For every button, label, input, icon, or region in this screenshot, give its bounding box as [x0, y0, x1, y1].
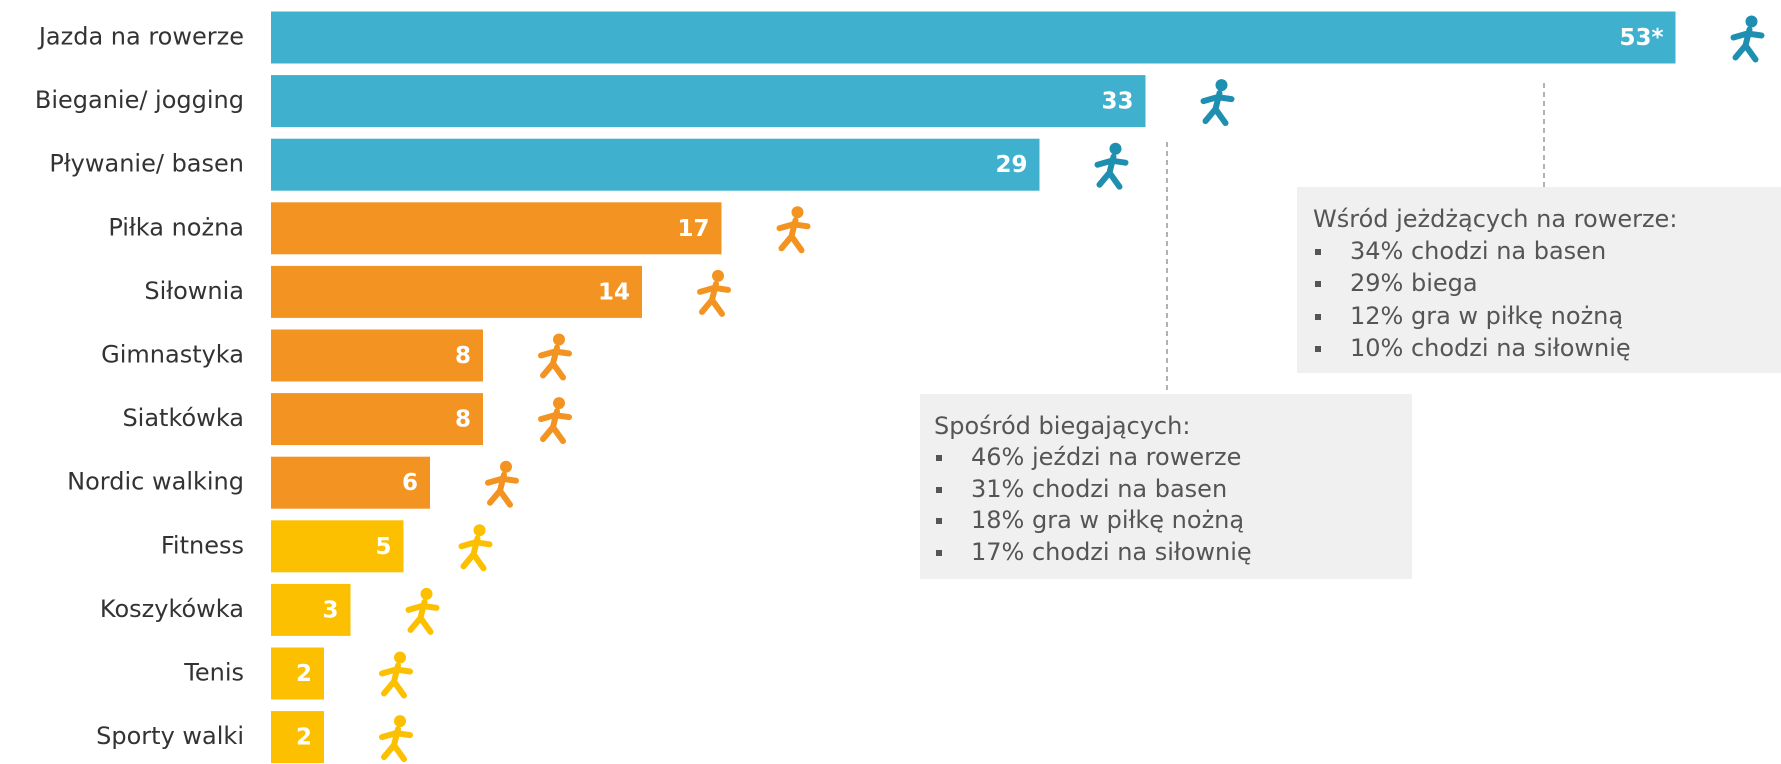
value-label: 29 [995, 152, 1027, 178]
value-label: 6 [402, 470, 418, 496]
icon [394, 715, 406, 728]
category-label: Fitness [161, 531, 244, 559]
annotation-item: 17% chodzi na siłownię [971, 538, 1252, 566]
bar [271, 711, 324, 764]
icon [420, 587, 433, 600]
value-label: 33 [1101, 89, 1133, 115]
icon [1200, 90, 1235, 127]
bullet [1315, 346, 1321, 352]
icon [1730, 26, 1765, 63]
icon [776, 217, 811, 254]
value-label: 2 [296, 725, 312, 751]
bar [271, 456, 430, 509]
icon [553, 397, 565, 410]
value-label: 8 [455, 407, 471, 433]
value-label: 3 [322, 597, 338, 623]
category-label: Siatkówka [122, 404, 244, 432]
category-label: Tenis [183, 659, 244, 687]
icon [791, 206, 804, 219]
icon [712, 269, 724, 282]
value-label: 53* [1619, 25, 1663, 51]
category-label: Nordic walking [67, 468, 244, 496]
annotation-item: 18% gra w piłkę nożną [971, 506, 1244, 534]
annotation-item: 12% gra w piłkę nożną [1350, 302, 1623, 330]
bar [271, 202, 722, 255]
icon [379, 662, 413, 699]
annotation-title: Wśród jeżdżących na rowerze: [1313, 205, 1677, 233]
bullet [936, 487, 942, 493]
bar [271, 11, 1676, 64]
value-label: 2 [296, 661, 312, 687]
annotation-item: 46% jeździ na rowerze [971, 443, 1241, 471]
icon [553, 333, 565, 346]
category-label: Koszykówka [100, 595, 244, 623]
bullet [936, 518, 942, 524]
icon [1094, 153, 1129, 190]
bullet [936, 455, 942, 461]
bullet [936, 550, 942, 556]
bar [271, 583, 351, 636]
icon [1109, 142, 1122, 155]
value-label: 8 [455, 343, 471, 369]
bar [271, 393, 483, 446]
value-label: 5 [375, 534, 391, 560]
icon [485, 471, 519, 508]
icon [697, 280, 731, 317]
bar [271, 75, 1146, 128]
annotation-title: Spośród biegających: [934, 412, 1190, 440]
icon [538, 344, 572, 381]
bullet [1315, 281, 1321, 287]
bar [271, 265, 642, 318]
value-label: 14 [598, 279, 630, 305]
annotation-item: 10% chodzi na siłownię [1350, 334, 1631, 362]
bar [271, 329, 483, 382]
bar [271, 647, 324, 700]
category-label: Bieganie/ jogging [35, 86, 244, 114]
category-label: Pływanie/ basen [49, 150, 244, 178]
icon [458, 535, 493, 572]
bar [271, 138, 1040, 191]
category-label: Jazda na rowerze [37, 23, 244, 51]
bullet [1315, 249, 1321, 255]
annotation-item: 34% chodzi na basen [1350, 237, 1606, 265]
annotation-item: 31% chodzi na basen [971, 475, 1227, 503]
icon [379, 726, 413, 763]
icon [473, 524, 486, 537]
icon [405, 598, 440, 635]
icon [1745, 15, 1758, 28]
annotation-box [1297, 187, 1781, 373]
icon [538, 408, 572, 445]
icon [394, 651, 406, 664]
value-label: 17 [677, 216, 709, 242]
category-label: Piłka nożna [108, 213, 244, 241]
category-label: Sporty walki [96, 722, 244, 750]
icon [1215, 79, 1228, 92]
annotation-box [920, 394, 1412, 579]
bullet [1315, 314, 1321, 320]
category-label: Gimnastyka [101, 341, 244, 369]
bar [271, 520, 404, 573]
category-label: Siłownia [144, 277, 244, 305]
annotation-item: 29% biega [1350, 269, 1478, 297]
icon [500, 460, 512, 473]
